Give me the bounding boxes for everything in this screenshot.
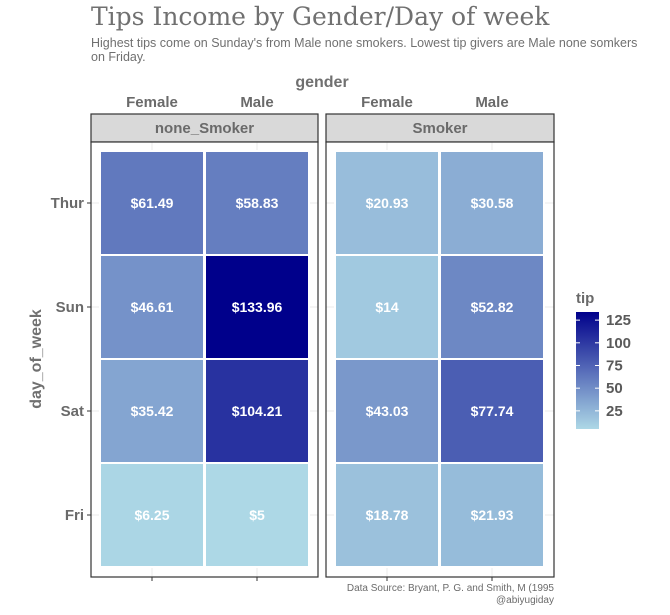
x-tick-label: Female [126,94,178,111]
panel-border [90,141,319,578]
cell-value-label: $6.25 [134,507,169,523]
legend-colorbar [576,312,599,429]
heatmap-cell [439,358,545,464]
facet-strip-label: Smoker [412,120,467,137]
legend-label: 25 [606,403,623,420]
y-axis-title: day_of_week [28,309,45,409]
cell-value-label: $35.42 [131,403,174,419]
chart-caption: Data Source: Bryant, P. G. and Smith, M … [347,583,554,607]
cell-value-label: $21.93 [471,507,514,523]
legend-label: 100 [606,335,631,352]
cell-value-label: $5 [249,507,265,523]
heatmap-cell [204,254,310,360]
legend-label: 50 [606,380,623,397]
x-axis-title: gender [295,74,348,91]
cell-value-label: $18.78 [366,507,409,523]
legend-title: tip [576,290,594,307]
cell-value-label: $30.58 [471,195,514,211]
legend-label: 75 [606,357,623,374]
caption-source: Data Source: Bryant, P. G. and Smith, M … [346,583,554,594]
cell-value-label: $52.82 [471,299,514,315]
panel-border [325,141,555,578]
cell-value-label: $46.61 [131,299,174,315]
heatmap-cell [204,358,310,464]
facet-strip-label: none_Smoker [155,120,254,137]
legend-label: 125 [606,312,631,329]
y-tick-label: Sat [61,403,84,420]
cell-value-label: $61.49 [131,195,174,211]
cell-value-label: $20.93 [366,195,409,211]
cell-value-label: $14 [375,299,399,315]
x-tick-label: Male [240,94,273,111]
cell-value-label: $77.74 [471,403,514,419]
y-tick-label: Fri [65,507,84,524]
heatmap-cell [334,254,440,360]
caption-author: @abiyugiday [496,595,554,606]
heatmap-cell [204,462,310,568]
facet-strip [325,113,555,143]
cell-value-label: $104.21 [232,403,283,419]
y-tick-label: Thur [51,195,84,212]
heatmap-cell [204,150,310,256]
chart-title: Tips Income by Gender/Day of week [91,2,550,31]
cell-value-label: $58.83 [236,195,279,211]
chart-subtitle: Highest tips come on Sunday's from Male … [91,36,638,64]
heatmap-cell [99,254,205,360]
heatmap-cell [99,358,205,464]
x-tick-label: Female [361,94,413,111]
heatmap-cell [439,254,545,360]
x-tick-label: Male [475,94,508,111]
heatmap-cell [439,150,545,256]
facet-strip [90,113,319,143]
cell-value-label: $43.03 [366,403,409,419]
cell-value-label: $133.96 [232,299,283,315]
heatmap-cell [99,462,205,568]
y-tick-label: Sun [56,299,84,316]
heatmap-cell [439,462,545,568]
